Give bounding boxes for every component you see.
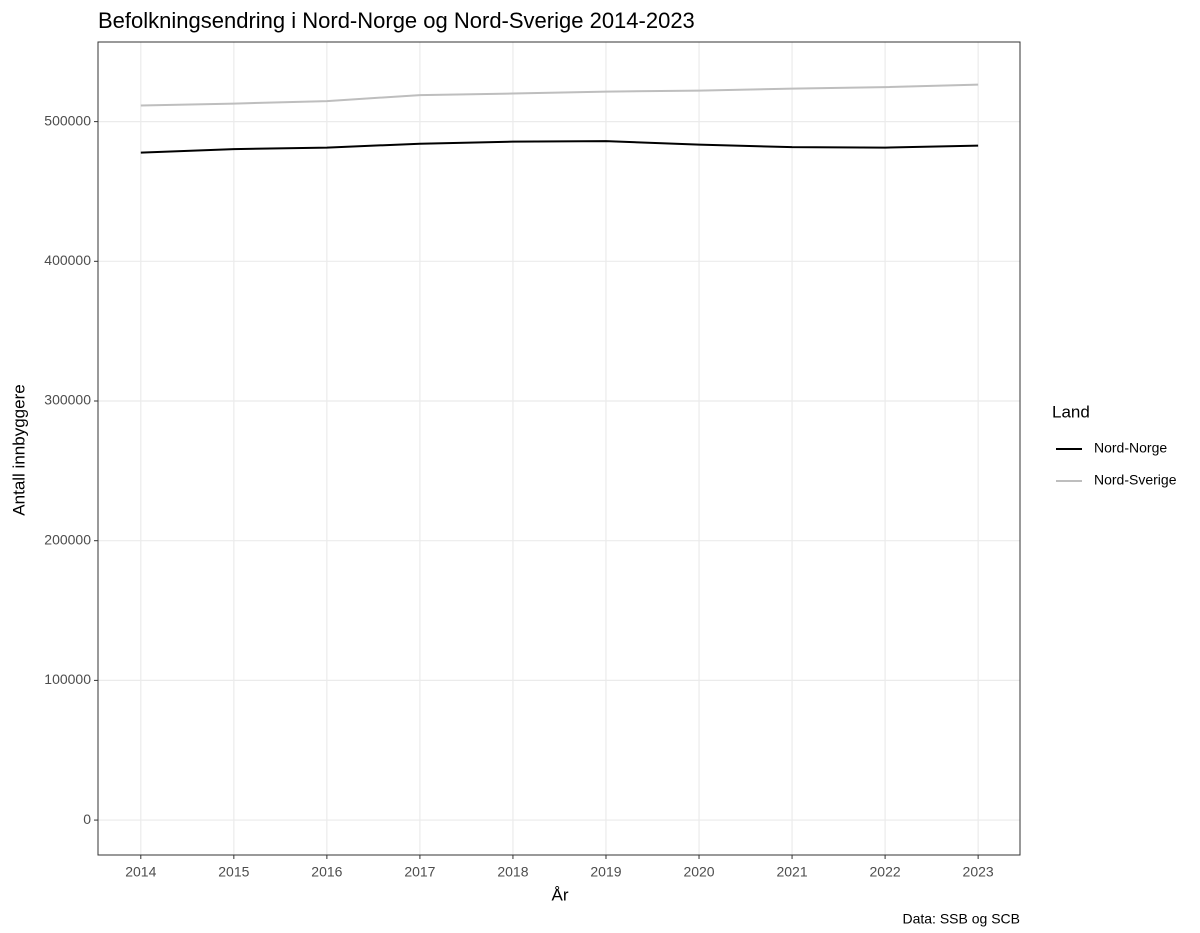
x-tick-label: 2015 xyxy=(218,864,249,880)
x-tick-label: 2021 xyxy=(776,864,807,880)
legend-label: Nord-Sverige xyxy=(1094,472,1177,488)
legend-title: Land xyxy=(1052,402,1090,421)
x-tick-label: 2016 xyxy=(311,864,342,880)
x-tick-label: 2014 xyxy=(125,864,156,880)
x-tick-label: 2020 xyxy=(683,864,714,880)
x-tick-label: 2019 xyxy=(590,864,621,880)
series-line xyxy=(140,140,979,154)
y-tick-label: 300000 xyxy=(44,392,91,408)
legend-label: Nord-Norge xyxy=(1094,440,1167,456)
x-tick-label: 2018 xyxy=(497,864,528,880)
panel-border xyxy=(97,41,1021,856)
x-tick-label: 2017 xyxy=(404,864,435,880)
y-tick-label: 100000 xyxy=(44,671,91,687)
chart-title: Befolkningsendring i Nord-Norge og Nord-… xyxy=(98,8,695,33)
x-tick-label: 2023 xyxy=(963,864,994,880)
y-tick-label: 0 xyxy=(83,811,91,827)
y-axis-title: Antall innbyggere xyxy=(9,384,28,515)
x-axis-title: År xyxy=(552,885,569,904)
y-tick-label: 500000 xyxy=(44,112,91,128)
series-line xyxy=(140,83,979,107)
caption: Data: SSB og SCB xyxy=(902,911,1020,927)
y-tick-label: 400000 xyxy=(44,252,91,268)
y-tick-label: 200000 xyxy=(44,531,91,547)
x-tick-label: 2022 xyxy=(870,864,901,880)
